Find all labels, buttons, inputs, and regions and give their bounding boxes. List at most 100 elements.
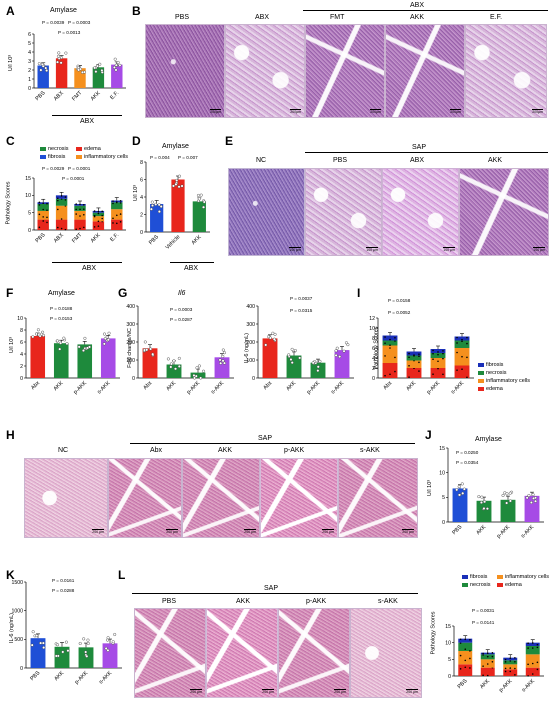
legend-swatch — [497, 575, 503, 579]
data-point — [42, 208, 44, 211]
data-point — [221, 354, 225, 358]
abx-group-line-b — [303, 10, 548, 11]
data-point — [31, 335, 35, 339]
pvalue-j-1: P = 0.0250 — [456, 450, 479, 455]
bar-segment-edema — [406, 368, 422, 378]
data-point — [54, 654, 58, 658]
data-point — [504, 661, 507, 663]
scale-bar: 200µm — [450, 108, 461, 114]
y-tick-label: 8 — [20, 328, 23, 334]
x-tick-label: p-AKK — [426, 380, 442, 396]
y-tick-label: 3 — [28, 59, 31, 65]
legend-swatch — [40, 147, 46, 151]
data-point — [101, 214, 104, 217]
pvalue-k-2: P = 0.0288 — [52, 588, 75, 593]
legend-i-edema: edema — [478, 386, 503, 392]
data-point — [508, 491, 512, 495]
data-point — [116, 214, 118, 217]
data-point — [272, 337, 276, 341]
data-point — [384, 342, 386, 344]
x-tick-label: Abx — [30, 380, 41, 391]
data-point — [192, 373, 196, 377]
x-tick-label: PBS — [148, 234, 160, 246]
ylabel-f: U/l 10³ — [9, 336, 16, 354]
data-point — [316, 365, 320, 369]
bar-segment-inflammatory-cells — [55, 205, 68, 220]
data-point — [466, 342, 468, 345]
panel-letter-h: H — [6, 428, 15, 442]
legend-i-fibrosis: fibrosis — [478, 362, 503, 368]
data-point — [93, 226, 96, 228]
y-tick-label: 5 — [28, 210, 31, 216]
y-tick-label: 0 — [140, 230, 143, 236]
y-tick-label: 0 — [442, 520, 445, 526]
bar-segment-inflammatory-cells — [430, 358, 446, 368]
group-label-b: ABX — [410, 2, 425, 9]
data-point — [459, 638, 462, 641]
data-point — [534, 499, 538, 503]
data-point — [55, 60, 59, 64]
legend-c-inflammatory: inflammatory cells — [76, 154, 128, 160]
group-label-l: SAP — [264, 585, 279, 592]
bar-segment-edema — [55, 219, 68, 230]
data-point — [432, 352, 434, 355]
data-point — [219, 361, 223, 365]
bar-segment-fibrosis — [525, 642, 540, 646]
scale-bar: 100 µm — [289, 246, 301, 252]
legend-l-necrosis: necrosis — [462, 582, 490, 588]
x-tick-label: AKK — [90, 90, 102, 102]
data-point — [174, 367, 178, 371]
histo-image-b-fmt: 200µm — [305, 24, 385, 118]
data-point — [456, 336, 458, 339]
panel-letter-a: A — [6, 4, 15, 18]
data-point — [36, 328, 40, 332]
data-point — [456, 342, 458, 344]
x-tick-label: PBS — [457, 678, 469, 690]
panel-letter-j: J — [425, 428, 432, 442]
group-label-a: ABX — [80, 118, 95, 125]
data-point — [97, 225, 100, 227]
bar-segment-edema — [74, 219, 86, 230]
legend-swatch — [478, 371, 484, 375]
data-point — [157, 210, 161, 214]
pvalue-g1-1: P = 0.0003 — [170, 307, 193, 312]
chart-title-a: Amylase — [50, 7, 77, 14]
data-point — [113, 57, 117, 61]
data-point — [389, 373, 391, 376]
chart-g-il6-ngml: 0 100 200 300 400 Abx AKK p-AKK s-AKK — [246, 304, 354, 396]
data-point — [384, 336, 386, 338]
data-point — [482, 654, 484, 656]
data-point — [527, 663, 529, 666]
data-point — [456, 351, 458, 354]
data-point — [77, 68, 81, 72]
data-point — [149, 347, 153, 351]
panel-letter-e: E — [225, 134, 234, 148]
histo-label-b-abx: ABX — [255, 14, 270, 21]
bar-segment-necrosis — [430, 353, 446, 358]
data-point — [418, 370, 420, 372]
data-point — [298, 356, 302, 360]
y-tick-label: 0 — [132, 376, 135, 382]
x-tick-label: E.F. — [109, 90, 120, 101]
bar — [74, 68, 86, 88]
data-point — [389, 338, 391, 341]
data-point — [106, 636, 110, 640]
data-point — [86, 638, 90, 642]
y-tick-label: 1000 — [11, 608, 23, 614]
data-point — [527, 494, 531, 498]
y-tick-label: 12 — [369, 316, 375, 322]
bar-segment-fibrosis — [430, 349, 446, 353]
histo-label-l-pbs: PBS — [162, 598, 177, 605]
data-point — [113, 632, 117, 636]
data-point — [64, 196, 67, 198]
data-point — [79, 208, 81, 211]
bar-segment-necrosis — [55, 198, 68, 206]
y-tick-label: 100 — [246, 358, 255, 364]
x-tick-label: PBS — [29, 670, 41, 682]
data-point — [42, 216, 44, 218]
data-point — [177, 356, 181, 360]
data-point — [532, 496, 536, 500]
data-point — [64, 51, 68, 55]
data-point — [35, 634, 39, 638]
bar-segment-necrosis — [458, 642, 473, 651]
